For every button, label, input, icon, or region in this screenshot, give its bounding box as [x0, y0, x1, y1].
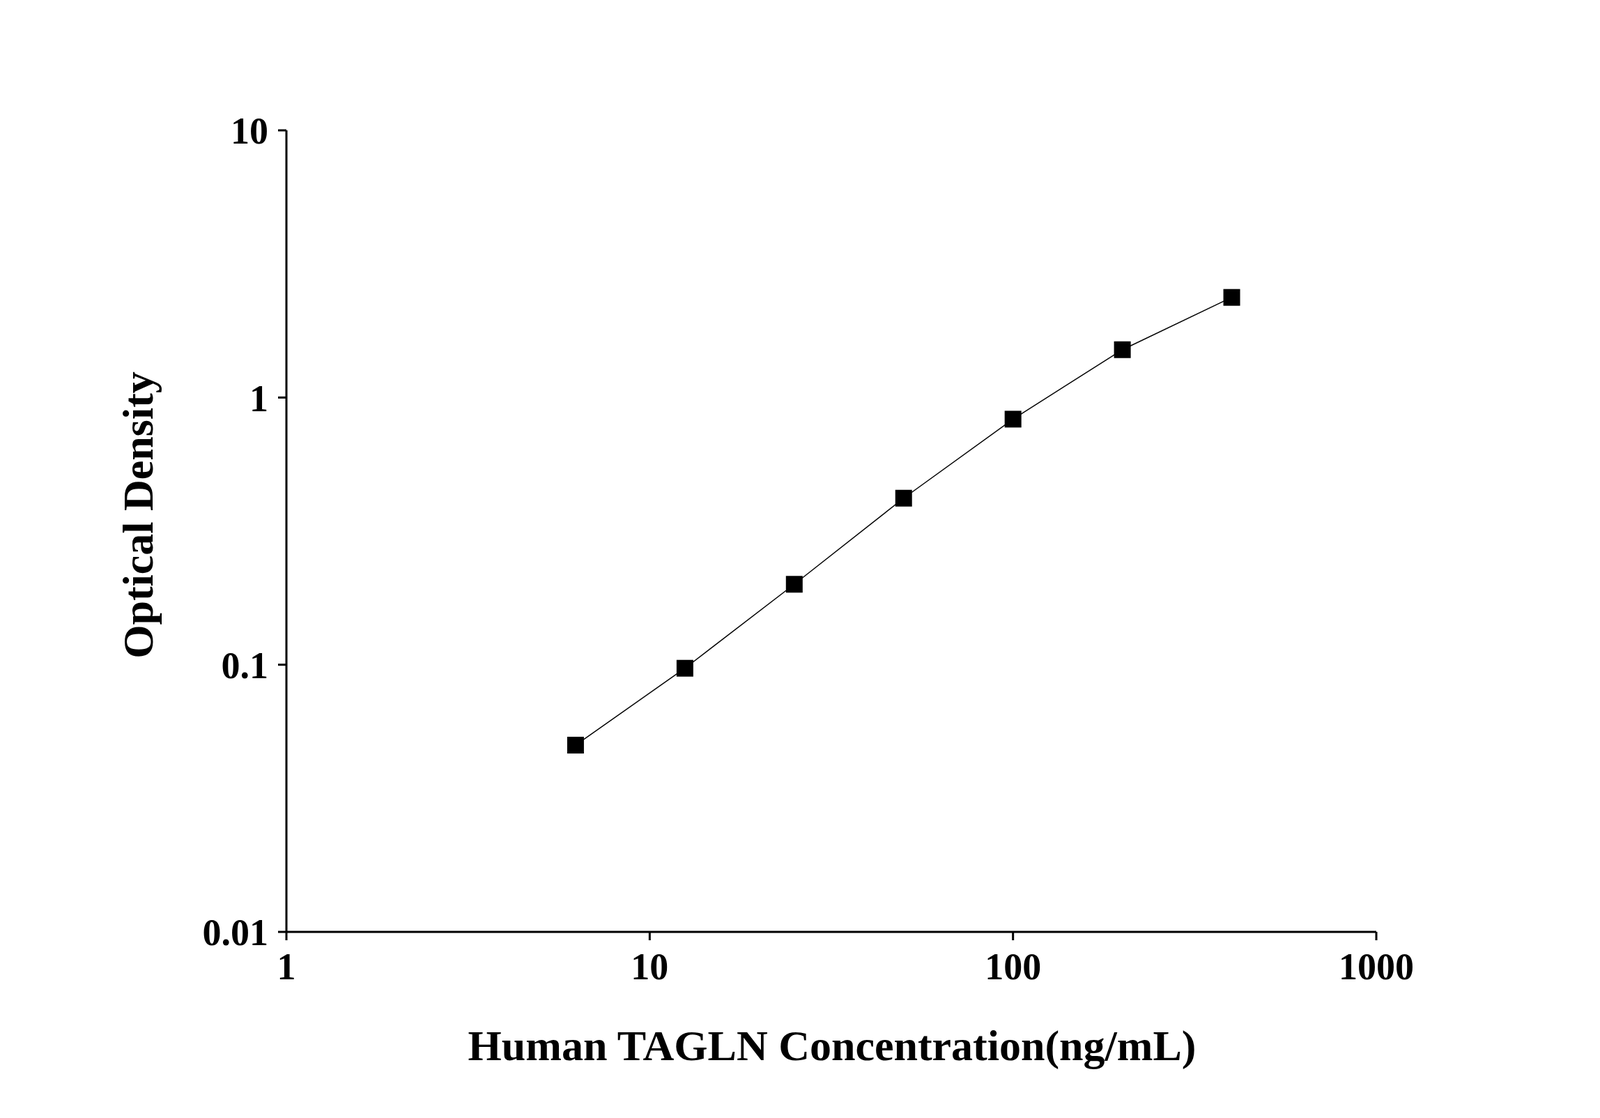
html-text:Optical Density: Optical Density [113, 371, 162, 659]
svg-text:100: 100 [984, 945, 1042, 988]
html-text:Human TAGLN Concentration(ng/m: Human TAGLN Concentration(ng/mL) [468, 1021, 1197, 1069]
svg-text:1: 1 [277, 945, 297, 988]
svg-text:1: 1 [249, 377, 269, 420]
svg-text:10: 10 [630, 945, 669, 988]
svg-text:1000: 1000 [1338, 945, 1414, 988]
svg-text:0.01: 0.01 [202, 911, 269, 954]
svg-text:10: 10 [230, 110, 269, 152]
svg-text:0.1: 0.1 [221, 644, 269, 687]
